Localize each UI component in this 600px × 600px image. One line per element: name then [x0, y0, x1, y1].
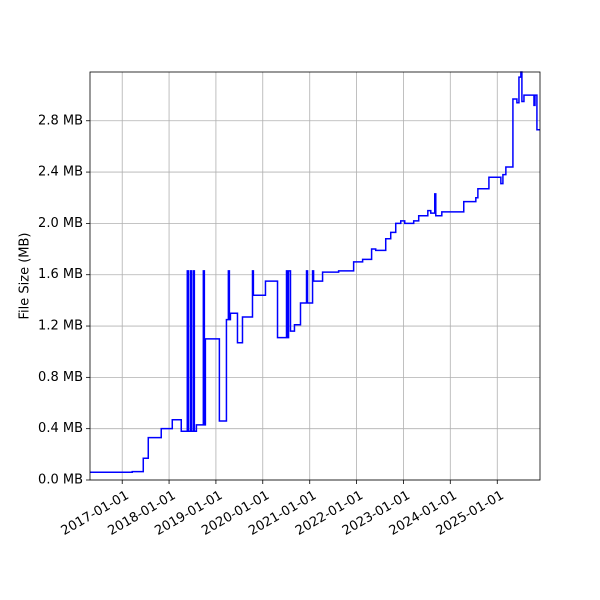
plot-frame	[89, 71, 541, 481]
y-axis-label: File Size (MB)	[18, 233, 33, 320]
y-tick-label: 0.0 MB	[38, 473, 83, 488]
y-tick-label: 2.8 MB	[38, 113, 83, 128]
y-tick-label: 2.4 MB	[38, 165, 83, 180]
y-tick-label: 0.4 MB	[38, 421, 83, 436]
y-tick-label: 1.2 MB	[38, 319, 83, 334]
y-tick-label: 0.8 MB	[38, 370, 83, 385]
y-tick-label: 1.6 MB	[38, 267, 83, 282]
y-tick-label: 2.0 MB	[38, 216, 83, 231]
data-line	[90, 71, 540, 474]
